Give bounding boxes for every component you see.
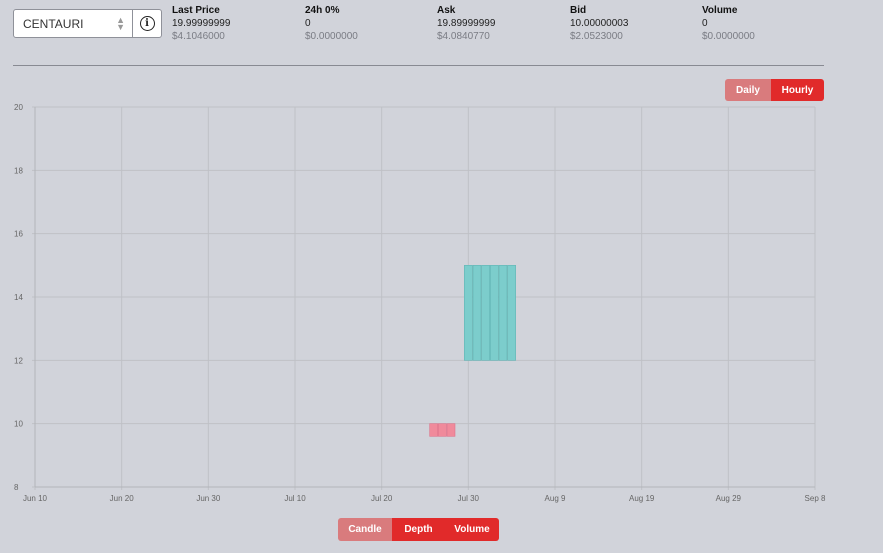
chart-candles <box>429 265 516 437</box>
stat-value: 0 <box>702 18 708 29</box>
x-tick-label: Jun 30 <box>196 494 221 503</box>
x-tick-label: Aug 19 <box>629 494 655 503</box>
stat-usd: $0.0000000 <box>702 31 755 42</box>
candle-up <box>498 265 508 361</box>
x-tick-label: Jul 20 <box>371 494 393 503</box>
market-dropdown[interactable]: CENTAURI ▲ ▼ <box>14 10 133 37</box>
x-tick-label: Jun 10 <box>23 494 48 503</box>
chart-grid <box>32 106 816 490</box>
volume-button[interactable]: Volume <box>445 518 499 541</box>
stat-label: Bid <box>570 5 587 16</box>
stat-label: Ask <box>437 5 456 16</box>
market-select[interactable]: CENTAURI ▲ ▼ i <box>13 9 162 38</box>
stat-usd: $4.1046000 <box>172 31 225 42</box>
info-icon: i <box>139 16 155 31</box>
chart-axes: 8 10 12 14 16 18 20 Jun 10 Jun 20 Jun 30 Jul 10 Jul… <box>14 103 826 503</box>
header-divider <box>13 65 824 66</box>
candle-down <box>446 423 456 437</box>
candle-down <box>429 423 438 437</box>
candle-up <box>481 265 490 361</box>
stat-ask: Ask 19.89999999 $4.0840770 <box>437 4 495 43</box>
stat-value: 0 <box>305 18 311 29</box>
market-selected-label: CENTAURI <box>23 16 84 31</box>
x-tick-label: Aug 9 <box>545 494 566 503</box>
stat-usd: $4.0840770 <box>437 31 490 42</box>
candle-up <box>490 265 499 361</box>
stat-bid: Bid 10.00000003 $2.0523000 <box>570 4 628 43</box>
stat-value: 19.99999999 <box>172 18 231 29</box>
x-tick-label: Jun 20 <box>110 494 135 503</box>
candle-up <box>507 265 516 361</box>
stat-label: Volume <box>702 5 738 16</box>
x-tick-label: Sep 8 <box>805 494 826 503</box>
chart-type-toggle: Candle Depth Volume <box>338 518 499 541</box>
market-info-button[interactable]: i <box>133 10 161 37</box>
stat-usd: $0.0000000 <box>305 31 358 42</box>
hourly-button[interactable]: Hourly <box>771 79 824 101</box>
y-tick-label: 14 <box>14 293 23 302</box>
stat-label: 24h 0% <box>305 5 340 16</box>
stat-value: 19.89999999 <box>437 18 496 29</box>
candle-down <box>438 423 447 437</box>
y-tick-label: 12 <box>14 356 23 365</box>
interval-toggle: Daily Hourly <box>725 79 824 101</box>
stat-label: Last Price <box>172 5 220 16</box>
x-tick-label: Jul 30 <box>458 494 480 503</box>
stat-volume: Volume 0 $0.0000000 <box>702 4 755 43</box>
y-tick-label: 16 <box>14 230 23 239</box>
candle-button[interactable]: Candle <box>338 518 392 541</box>
y-tick-label: 8 <box>14 483 19 492</box>
y-tick-label: 10 <box>14 420 23 429</box>
x-tick-label: Aug 29 <box>716 494 742 503</box>
y-tick-label: 18 <box>14 166 23 175</box>
daily-button[interactable]: Daily <box>725 79 771 101</box>
stat-last-price: Last Price 19.99999999 $4.1046000 <box>172 4 230 43</box>
depth-button[interactable]: Depth <box>392 518 445 541</box>
stat-value: 10.00000003 <box>570 18 629 29</box>
stat-24h-change: 24h 0% 0 $0.0000000 <box>305 4 358 43</box>
candle-up <box>464 265 473 361</box>
price-chart[interactable]: 8 10 12 14 16 18 20 Jun 10 Jun 20 Jun 30 Jul 10 Jul… <box>0 95 883 510</box>
stat-usd: $2.0523000 <box>570 31 623 42</box>
x-tick-label: Jul 10 <box>284 494 306 503</box>
candle-up <box>472 265 482 361</box>
y-tick-label: 20 <box>14 103 23 112</box>
chevron-up-down-icon: ▲ ▼ <box>116 14 125 32</box>
